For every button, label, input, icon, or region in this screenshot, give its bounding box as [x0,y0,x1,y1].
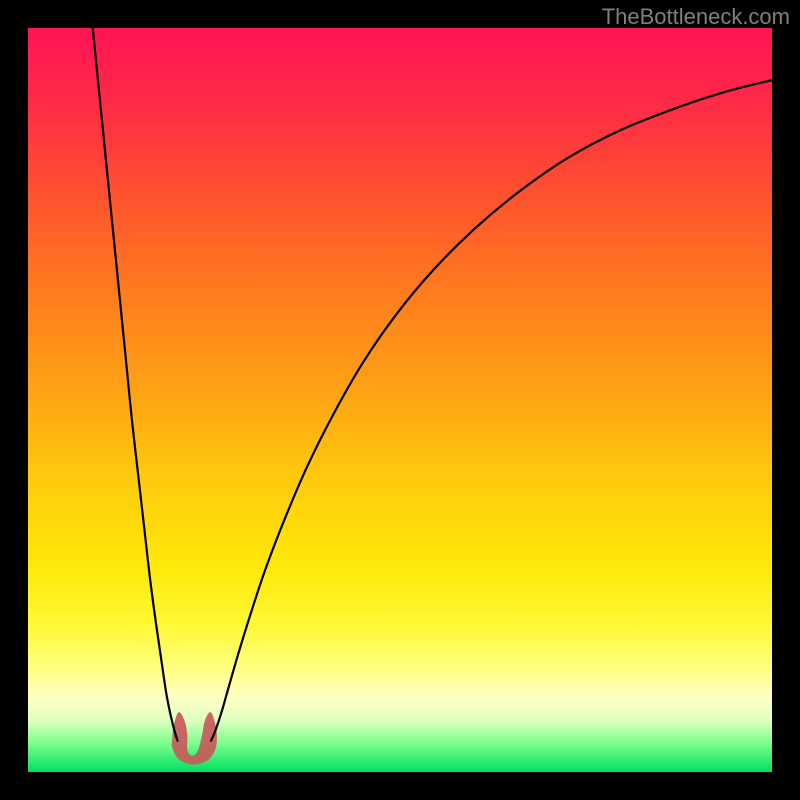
valley-blob [172,712,217,764]
chart-container: TheBottleneck.com [0,0,800,800]
plot-curves-layer [28,28,772,772]
curve-right [211,80,772,741]
watermark-text: TheBottleneck.com [602,4,790,30]
plot-area [28,28,772,772]
curve-left [91,28,177,741]
